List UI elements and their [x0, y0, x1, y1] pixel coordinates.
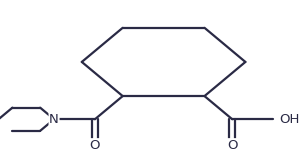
Text: OH: OH	[279, 113, 299, 126]
Text: O: O	[90, 139, 100, 151]
Text: N: N	[49, 113, 59, 126]
Text: O: O	[227, 139, 238, 151]
